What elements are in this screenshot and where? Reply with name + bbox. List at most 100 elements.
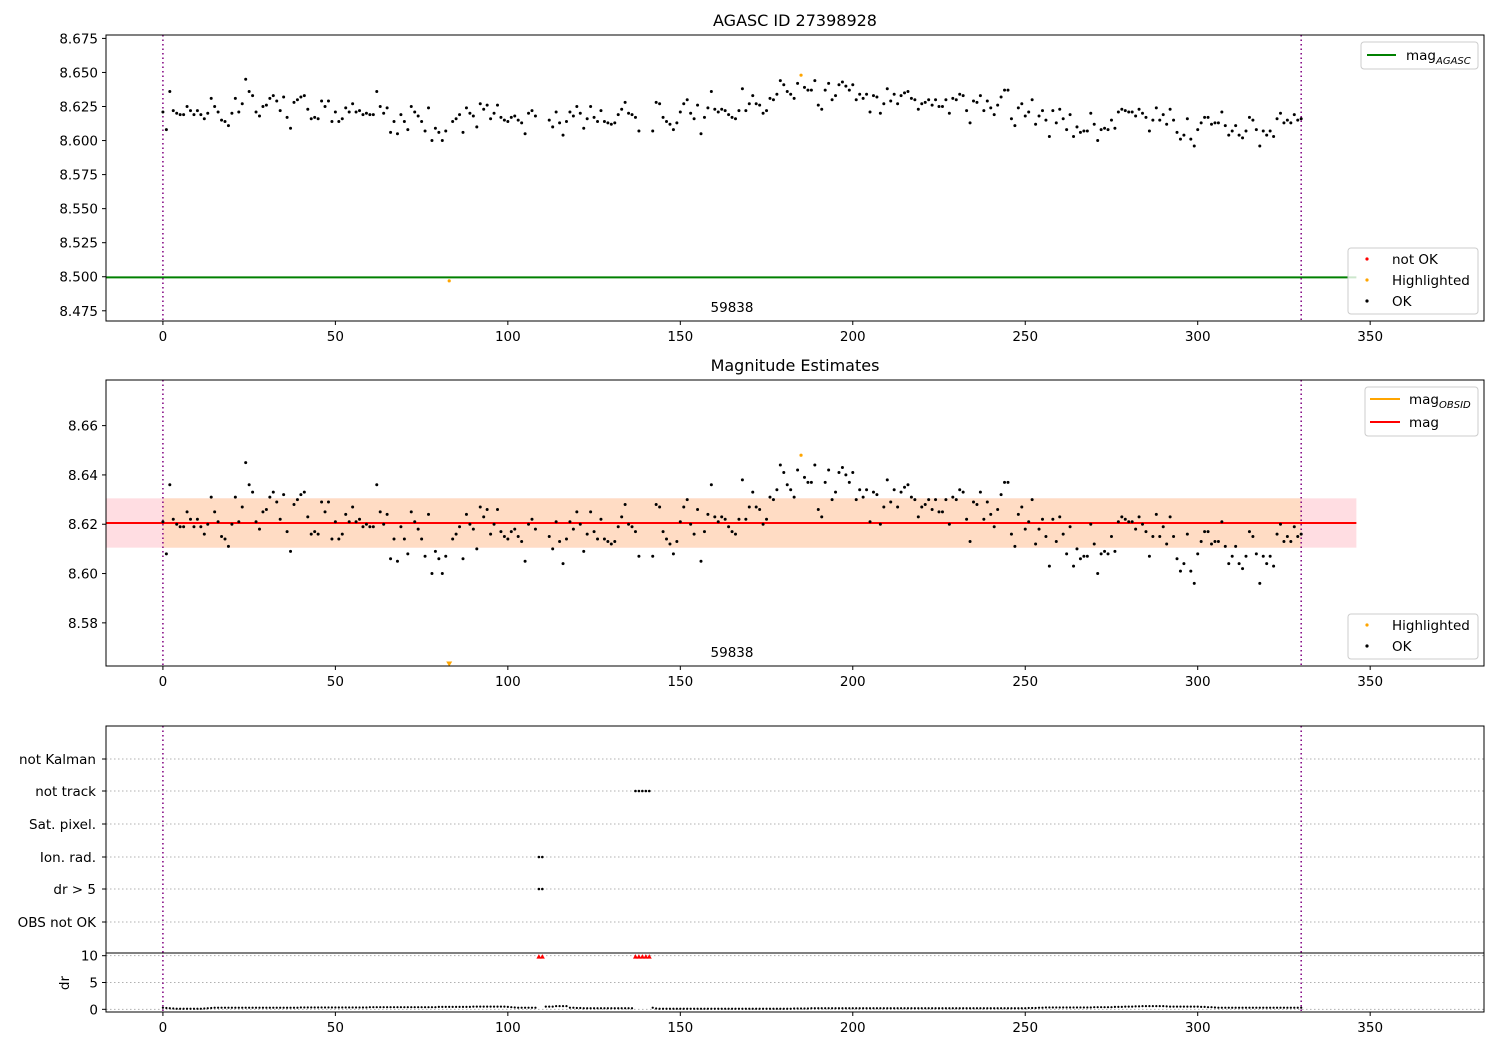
data-point-ok [178,113,182,117]
data-point-ok [1120,107,1124,111]
data-point-ok [675,539,679,543]
data-point-ok [627,111,631,115]
dr-point [858,1007,861,1010]
data-point-ok [1203,530,1207,534]
dr-point [951,1007,954,1010]
data-point-ok [1123,109,1127,113]
data-point-ok [1103,126,1107,130]
x-tick-label: 0 [159,1020,168,1036]
dr-point [689,1007,692,1010]
data-point-ok [816,507,820,511]
dr-point [1186,1005,1189,1008]
highlighted-offscale-marker [446,661,453,667]
data-point-ok [1165,542,1169,546]
data-point-ok [520,121,524,125]
data-point-ok [716,520,720,524]
data-point-ok [423,129,427,133]
dr-offscale-marker [646,954,652,959]
data-point-ok [733,532,737,536]
dr-point [444,1005,447,1009]
data-point-ok [561,133,565,137]
data-point-ok [875,95,879,99]
dr-point [1231,1006,1234,1009]
legend-ok: OK [1392,294,1413,310]
data-point-ok [837,470,841,474]
data-point-ok [1289,121,1293,125]
panel-agasc-frame [105,34,1485,322]
data-point-ok [837,83,841,87]
data-point-ok [616,113,620,117]
panel-agasc-title: AGASC ID 27398928 [713,11,877,30]
data-point-ok [564,119,568,123]
dr-point [1244,1006,1248,1009]
data-point-ok [1082,554,1086,558]
data-point-ok [220,118,224,122]
y-tick-label: 8.58 [68,616,98,632]
data-point-ok [1051,109,1055,113]
data-point-ok [685,98,689,102]
dr-point [417,1006,420,1009]
data-point-ok [333,110,337,114]
dr-point [1251,1006,1254,1009]
data-point-ok [1082,129,1086,133]
dr-point [330,1006,334,1009]
data-point-ok [257,114,261,118]
dr-offscale-marker [643,954,649,959]
data-point-ok [1089,111,1093,115]
dr-point [986,1007,989,1010]
data-point-ok [834,490,838,494]
dr-point [396,1006,399,1009]
data-point-ok [199,113,203,117]
data-point-ok [254,520,258,524]
dr-point [751,1007,754,1010]
dr-point [734,1007,737,1010]
dr-point [310,1006,313,1009]
data-point-ok [337,537,341,541]
data-point-ok [1192,581,1196,585]
y-tick-label: 0 [89,1002,98,1018]
dr-point [489,1005,492,1008]
data-point-ok [737,517,741,521]
dr-point [479,1005,482,1008]
dr-point [834,1007,837,1010]
data-point-ok [1213,539,1217,543]
data-point-ok [1251,535,1255,539]
data-point-ok [478,102,482,106]
data-point-ok [330,537,334,541]
data-point-ok [1020,102,1024,106]
data-point-ok [385,106,389,110]
data-point-ok [378,510,382,514]
data-point-ok [575,510,579,514]
data-point-ok [530,517,534,521]
data-point-ok [582,126,586,130]
data-point-ok [430,139,434,143]
dr-point [317,1006,320,1009]
data-point-ok [1023,527,1027,531]
data-point-ok [489,117,493,121]
dr-point [527,1006,530,1009]
data-point-ok [333,520,337,524]
y-tick-label: 8.525 [59,236,98,252]
data-point-ok [1278,522,1282,526]
dr-point [1265,1006,1268,1009]
data-point-ok [1147,554,1151,558]
data-point-ok [513,114,517,118]
dr-point [596,1007,599,1010]
data-point-ok [309,117,313,121]
data-point-ok [1206,115,1210,119]
data-point-ok [451,537,455,541]
y-tick-label: 8.650 [59,65,98,81]
data-point-ok [620,515,624,519]
data-point-ok [596,537,600,541]
y-tick-label: 8.64 [68,468,98,484]
data-point-ok [313,530,317,534]
data-point-ok [1234,544,1238,548]
dr-point [679,1007,682,1010]
data-point-ok [778,463,782,467]
data-point-ok [475,125,479,129]
dr-point [972,1007,975,1010]
dr-point [1172,1005,1175,1008]
data-point-ok [982,109,986,113]
data-point-ok [858,92,862,96]
data-point-ok [889,500,893,504]
